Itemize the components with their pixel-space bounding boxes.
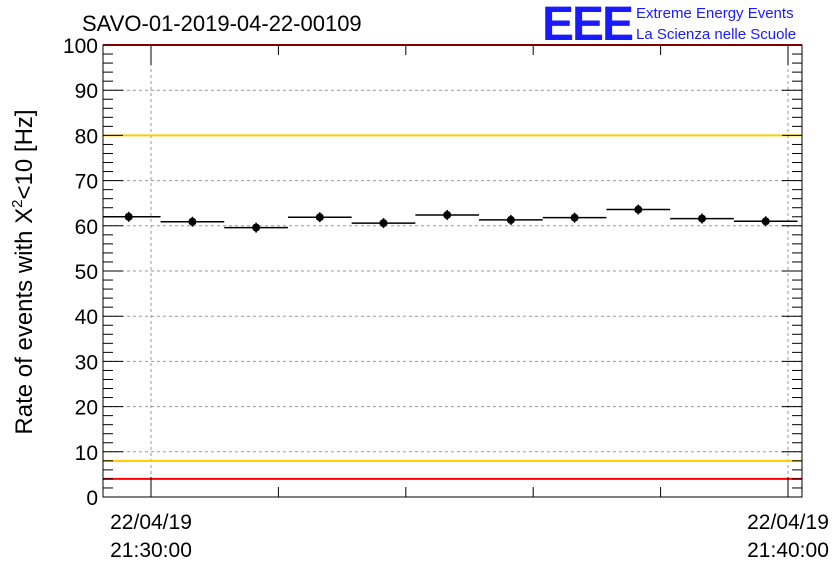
x-tick-date: 22/04/19 bbox=[110, 511, 192, 534]
data-series bbox=[103, 204, 798, 233]
y-axis-label-tail: <10 [Hz] bbox=[11, 109, 38, 199]
data-point bbox=[443, 210, 452, 219]
data-point bbox=[570, 213, 579, 222]
logo-letters: EEE bbox=[542, 0, 633, 51]
y-axis-label: Rate of events with X2<10 [Hz] bbox=[9, 109, 38, 434]
y-tick-label: 50 bbox=[75, 261, 98, 284]
y-tick-label: 10 bbox=[75, 442, 98, 465]
data-point bbox=[252, 223, 261, 232]
reference-lines bbox=[103, 44, 802, 480]
data-point bbox=[315, 213, 324, 222]
y-tick-label: 30 bbox=[75, 351, 98, 374]
grid bbox=[103, 45, 802, 497]
y-tick-label: 90 bbox=[75, 80, 98, 103]
chart-title: SAVO-01-2019-04-22-00109 bbox=[82, 11, 362, 36]
logo-line1: Extreme Energy Events bbox=[636, 5, 794, 22]
x-tick-time: 21:40:00 bbox=[747, 539, 829, 562]
data-point bbox=[379, 219, 388, 228]
eee-logo: EEE Extreme Energy Events La Scienza nel… bbox=[542, 0, 796, 51]
logo-line2: La Scienza nelle Scuole bbox=[636, 26, 796, 43]
y-tick-label: 100 bbox=[63, 35, 98, 58]
x-tick-date: 22/04/19 bbox=[747, 511, 829, 534]
x-tick-time: 21:30:00 bbox=[110, 539, 192, 562]
data-point bbox=[698, 214, 707, 223]
data-point bbox=[761, 217, 770, 226]
y-tick-label: 0 bbox=[86, 487, 98, 510]
y-tick-label: 60 bbox=[75, 216, 98, 239]
axis-ticks: 0 10 20 30 40 50 60 70 80 90 100 22/04/19 21:30:00 22… bbox=[63, 35, 829, 562]
data-point bbox=[634, 205, 643, 214]
data-point bbox=[506, 215, 515, 224]
y-tick-label: 70 bbox=[75, 171, 98, 194]
data-point bbox=[188, 217, 197, 226]
data-point bbox=[124, 212, 133, 221]
y-axis-label-sup: 2 bbox=[9, 199, 26, 207]
y-tick-label: 20 bbox=[75, 397, 98, 420]
y-tick-label: 40 bbox=[75, 306, 98, 329]
y-tick-label: 80 bbox=[75, 125, 98, 148]
